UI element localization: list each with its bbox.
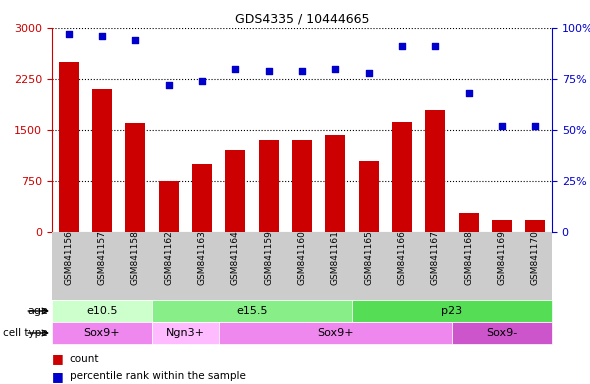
Text: count: count: [70, 354, 99, 364]
Point: [130, 37, 140, 43]
Bar: [452, 322, 552, 344]
Bar: [92, 89, 112, 232]
Bar: [359, 161, 379, 232]
Bar: [352, 300, 552, 322]
Bar: [159, 181, 179, 232]
Text: Sox9+: Sox9+: [317, 328, 353, 338]
Point: [397, 43, 407, 50]
Point: [497, 123, 507, 129]
Bar: [219, 322, 452, 344]
Bar: [258, 140, 278, 232]
Point: [64, 31, 73, 37]
Point: [197, 78, 206, 84]
Bar: [58, 62, 78, 232]
Bar: [292, 140, 312, 232]
Text: Sox9+: Sox9+: [84, 328, 120, 338]
Text: ■: ■: [52, 353, 64, 366]
Bar: [152, 322, 219, 344]
Bar: [425, 109, 445, 232]
Text: age: age: [27, 306, 48, 316]
Text: Ngn3+: Ngn3+: [166, 328, 205, 338]
Point: [364, 70, 373, 76]
Text: Sox9-: Sox9-: [486, 328, 517, 338]
Point: [297, 68, 307, 74]
Text: e15.5: e15.5: [236, 306, 268, 316]
Bar: [52, 300, 152, 322]
Bar: [152, 300, 352, 322]
Point: [97, 33, 107, 39]
Point: [530, 123, 540, 129]
Title: GDS4335 / 10444665: GDS4335 / 10444665: [235, 12, 369, 25]
Bar: [52, 322, 152, 344]
Text: percentile rank within the sample: percentile rank within the sample: [70, 371, 245, 381]
Bar: [392, 122, 412, 232]
Bar: [525, 220, 545, 232]
Bar: [192, 164, 212, 232]
Bar: [458, 213, 478, 232]
Bar: [125, 123, 145, 232]
Point: [431, 43, 440, 50]
Text: e10.5: e10.5: [86, 306, 118, 316]
Point: [464, 90, 473, 96]
Point: [164, 82, 173, 88]
Text: p23: p23: [441, 306, 463, 316]
Bar: [325, 135, 345, 232]
Bar: [225, 151, 245, 232]
Text: ■: ■: [52, 370, 64, 383]
Point: [231, 66, 240, 72]
Point: [264, 68, 273, 74]
Point: [330, 66, 340, 72]
Text: cell type: cell type: [4, 328, 48, 338]
Bar: [492, 220, 512, 232]
